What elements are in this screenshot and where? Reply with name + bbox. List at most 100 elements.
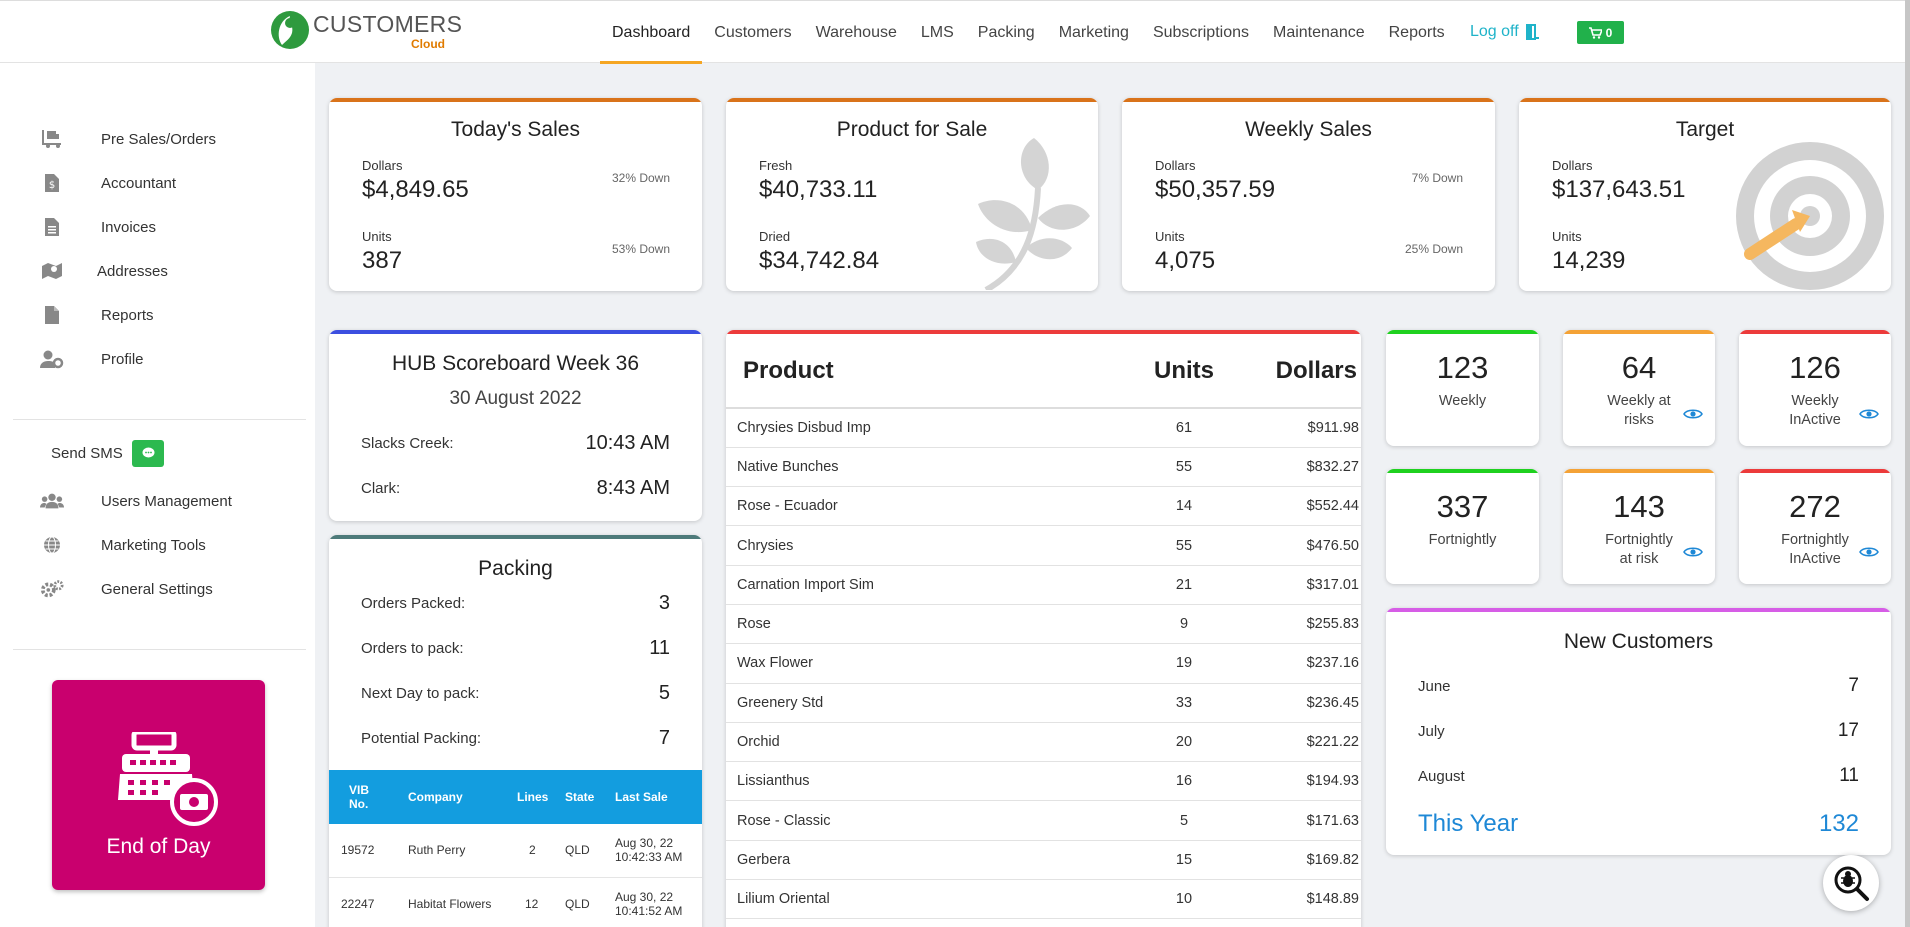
- stat-value: 126: [1789, 350, 1841, 385]
- bug-search-button[interactable]: [1823, 855, 1879, 911]
- eye-icon[interactable]: [1683, 408, 1703, 420]
- company-header[interactable]: Company: [391, 770, 513, 824]
- packing-label: Orders to pack:: [361, 640, 464, 657]
- state-header[interactable]: State: [561, 770, 611, 824]
- table-row[interactable]: 22247 Habitat Flowers 12 QLD Aug 30, 22 1…: [329, 877, 702, 927]
- send-sms-label: Send SMS: [51, 444, 123, 462]
- product-name: Chrysies Disbud Imp: [726, 408, 1134, 448]
- dollars-value: $4,849.65: [362, 176, 469, 203]
- sidebar-item-profile[interactable]: Profile: [0, 339, 315, 379]
- sidebar-item-reports[interactable]: Reports: [0, 295, 315, 335]
- new-customers-title: New Customers: [1563, 630, 1714, 653]
- sidebar-item-pre-sales[interactable]: Pre Sales/Orders: [0, 119, 315, 159]
- sidebar-item-accountant[interactable]: $ Accountant: [0, 163, 315, 203]
- table-row[interactable]: Lilium Oriental 10 $148.89: [726, 879, 1361, 920]
- nav-lms[interactable]: LMS: [920, 24, 954, 41]
- brand-name: CUSTOMERS: [313, 11, 463, 37]
- fresh-label: Fresh: [759, 158, 793, 173]
- send-sms-button[interactable]: Send SMS: [0, 433, 315, 473]
- units-label: Units: [362, 229, 392, 244]
- nav-customers[interactable]: Customers: [714, 24, 792, 41]
- nav-subscriptions[interactable]: Subscriptions: [1152, 24, 1249, 41]
- brand-logo[interactable]: CUSTOMERS Cloud: [268, 7, 462, 57]
- lines-header[interactable]: Lines: [513, 770, 561, 824]
- leaf-icon: [976, 138, 1090, 290]
- hub-time: 8:43 AM: [596, 477, 670, 499]
- units-header[interactable]: Units: [1134, 334, 1234, 409]
- table-row[interactable]: Greenery Std 33 $236.45: [726, 683, 1361, 723]
- month-label: July: [1418, 722, 1445, 740]
- last-sale-cell: Aug 30, 22 10:41:52 AM: [611, 877, 702, 927]
- eye-icon[interactable]: [1683, 546, 1703, 558]
- card-accent: [329, 330, 702, 334]
- product-name: Gerbera: [726, 840, 1134, 881]
- hub-time: 10:43 AM: [585, 432, 670, 454]
- eye-icon[interactable]: [1859, 546, 1879, 558]
- last-sale-time: 10:41:52 AM: [615, 903, 683, 918]
- table-row[interactable]: Carnation Import Sim 21 $317.01: [726, 565, 1361, 605]
- sidebar-item-label: Addresses: [97, 262, 168, 280]
- nav-dashboard[interactable]: Dashboard: [600, 1, 703, 64]
- stat-weekly-inactive[interactable]: 126 Weekly InActive: [1739, 330, 1891, 446]
- product-units: 5: [1134, 800, 1234, 841]
- dollars-label: Dollars: [362, 158, 403, 173]
- table-row[interactable]: Chrysies Disbud Imp 61 $911.98: [726, 408, 1361, 448]
- table-row[interactable]: Rose 9 $255.83: [726, 604, 1361, 645]
- nav-marketing[interactable]: Marketing: [1058, 24, 1129, 41]
- dollars-value: $50,357.59: [1155, 176, 1276, 203]
- month-row: June 7: [1418, 675, 1859, 697]
- stat-weekly[interactable]: 123 Weekly: [1386, 330, 1539, 446]
- product-units: 9: [1134, 604, 1234, 645]
- nav-warehouse[interactable]: Warehouse: [815, 24, 897, 41]
- product-dollars: $148.89: [1234, 879, 1361, 920]
- units-label: Units: [1552, 229, 1582, 244]
- product-dollars: $255.83: [1234, 604, 1361, 645]
- table-row[interactable]: Rose - Ecuador 14 $552.44: [726, 486, 1361, 527]
- table-row[interactable]: Lissianthus 16 $194.93: [726, 761, 1361, 802]
- card-accent: [1739, 330, 1891, 334]
- stat-fortnightly[interactable]: 337 Fortnightly: [1386, 469, 1539, 584]
- vib-cell: 19572: [329, 824, 391, 878]
- sidebar-item-marketing-tools[interactable]: Marketing Tools: [0, 525, 315, 565]
- card-accent: [1386, 608, 1891, 612]
- card-accent: [329, 98, 702, 102]
- nav-reports[interactable]: Reports: [1388, 24, 1445, 41]
- packing-label: Potential Packing:: [361, 730, 482, 747]
- table-row[interactable]: Chrysies 55 $476.50: [726, 525, 1361, 566]
- card-title: Weekly Sales: [1245, 118, 1372, 141]
- table-row[interactable]: Wax Flower 19 $237.16: [726, 643, 1361, 684]
- logoff-link[interactable]: Log off: [1470, 23, 1541, 41]
- last-sale-date: Aug 30, 22: [615, 836, 674, 851]
- sidebar-item-label: Accountant: [101, 174, 177, 192]
- page-scrollbar[interactable]: [1905, 0, 1910, 927]
- packing-value: 11: [649, 637, 670, 659]
- table-row[interactable]: 19572 Ruth Perry 2 QLD Aug 30, 22 10:42:3…: [329, 824, 702, 878]
- month-row: August 11: [1418, 765, 1859, 787]
- sidebar-item-general-settings[interactable]: General Settings: [0, 569, 315, 609]
- eye-icon[interactable]: [1859, 408, 1879, 420]
- vib-header[interactable]: VIB No.: [329, 770, 391, 824]
- product-header[interactable]: Product: [726, 334, 1134, 409]
- nav-packing[interactable]: Packing: [977, 24, 1035, 41]
- stat-label: Fortnightly: [1428, 532, 1497, 548]
- stat-fortnightly-inactive[interactable]: 272 Fortnightly InActive: [1739, 469, 1891, 584]
- sidebar-item-label: Marketing Tools: [101, 536, 206, 554]
- todays-sales-card: Today's Sales Dollars $4,849.65 32% Down…: [329, 98, 702, 291]
- product-units: 55: [1134, 447, 1234, 488]
- last-sale-header[interactable]: Last Sale: [611, 770, 702, 824]
- stat-weekly-at-risk[interactable]: 64 Weekly at risks: [1563, 330, 1715, 446]
- dollars-change: 32% Down: [611, 171, 670, 185]
- cart-button[interactable]: 0: [1577, 21, 1624, 44]
- table-row[interactable]: Native Bunches 55 $832.27: [726, 447, 1361, 488]
- table-row[interactable]: Gerbera 15 $169.82: [726, 840, 1361, 881]
- sidebar-item-users-management[interactable]: Users Management: [0, 481, 315, 521]
- end-of-day-button[interactable]: End of Day: [52, 680, 265, 890]
- table-row[interactable]: Orchid 20 $221.22: [726, 722, 1361, 763]
- table-row[interactable]: Rose - Classic 5 $171.63: [726, 800, 1361, 841]
- nav-maintenance[interactable]: Maintenance: [1273, 24, 1365, 41]
- dollars-header[interactable]: Dollars: [1234, 334, 1361, 409]
- stat-fortnightly-at-risk[interactable]: 143 Fortnightly at risk: [1563, 469, 1715, 584]
- last-sale-date: Aug 30, 22: [615, 889, 674, 904]
- sidebar-item-invoices[interactable]: Invoices: [0, 207, 315, 247]
- sidebar-item-addresses[interactable]: Addresses: [0, 251, 315, 291]
